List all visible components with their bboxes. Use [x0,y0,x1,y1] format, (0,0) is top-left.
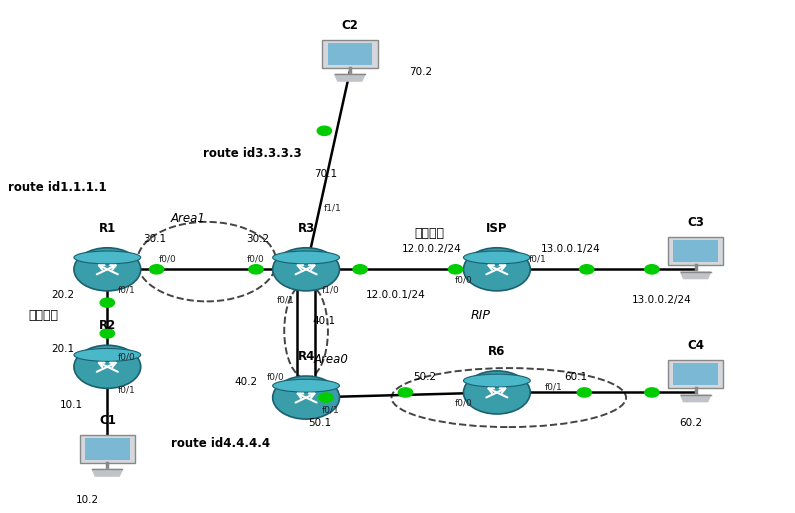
Text: Area1: Area1 [171,211,206,225]
Text: 40.2: 40.2 [235,377,258,387]
Text: f0/1: f0/1 [118,385,135,394]
FancyBboxPatch shape [80,435,135,463]
FancyBboxPatch shape [668,360,723,388]
Text: Area0: Area0 [314,352,349,366]
Text: f1/0: f1/0 [322,285,339,294]
Text: 10.1: 10.1 [60,400,83,410]
FancyBboxPatch shape [322,40,378,68]
Text: f0/1: f0/1 [529,254,546,264]
Text: 20.2: 20.2 [52,290,75,300]
Text: route id1.1.1.1: route id1.1.1.1 [8,181,107,194]
Text: f0/1: f0/1 [545,383,562,392]
Circle shape [100,329,114,338]
Text: 静态路由: 静态路由 [29,309,59,322]
Text: 30.1: 30.1 [143,233,166,244]
Polygon shape [681,395,711,402]
Text: f0/0: f0/0 [266,372,284,382]
FancyBboxPatch shape [328,43,372,65]
Ellipse shape [74,267,141,279]
Ellipse shape [273,396,339,407]
Ellipse shape [74,365,141,377]
Ellipse shape [463,390,530,402]
Circle shape [74,248,141,291]
Circle shape [398,388,413,397]
Text: 12.0.0.1/24: 12.0.0.1/24 [366,290,425,300]
Polygon shape [92,469,122,476]
FancyBboxPatch shape [668,237,723,265]
Circle shape [353,265,367,274]
Ellipse shape [74,348,141,361]
Text: f0/1: f0/1 [118,285,135,294]
Text: C2: C2 [341,19,359,32]
Text: 13.0.0.2/24: 13.0.0.2/24 [632,295,692,305]
Polygon shape [335,74,365,81]
Text: 60.1: 60.1 [564,372,588,382]
Ellipse shape [273,251,339,264]
Polygon shape [681,272,711,279]
Text: f0/0: f0/0 [455,398,472,407]
Text: 10.2: 10.2 [76,495,99,505]
FancyBboxPatch shape [673,363,718,385]
Circle shape [580,265,594,274]
Circle shape [273,376,339,419]
Text: f0/0: f0/0 [455,275,472,284]
Text: R1: R1 [99,222,116,235]
Circle shape [273,248,339,291]
Text: C4: C4 [687,340,704,352]
FancyBboxPatch shape [673,240,718,262]
Circle shape [74,345,141,388]
Text: route id3.3.3.3: route id3.3.3.3 [203,147,301,161]
Text: route id4.4.4.4: route id4.4.4.4 [171,437,270,450]
Ellipse shape [74,251,141,264]
Circle shape [100,298,114,307]
Text: R2: R2 [99,320,116,332]
Text: R6: R6 [488,345,506,358]
Circle shape [249,265,263,274]
Circle shape [645,265,659,274]
Circle shape [577,388,591,397]
Text: f0/1: f0/1 [322,406,339,415]
Circle shape [319,393,333,402]
Text: 50.1: 50.1 [308,418,332,428]
Text: R3: R3 [297,222,315,235]
Ellipse shape [273,267,339,279]
Circle shape [645,388,659,397]
Text: f0/0: f0/0 [159,254,176,264]
Ellipse shape [463,374,530,387]
Text: 30.2: 30.2 [246,233,270,244]
Text: C3: C3 [687,216,704,229]
Text: 40.1: 40.1 [312,315,335,326]
Text: ISP: ISP [486,222,508,235]
Text: 70.2: 70.2 [409,67,432,77]
Ellipse shape [463,267,530,279]
Text: f0/0: f0/0 [118,352,135,361]
Circle shape [317,126,332,135]
Text: f0/1: f0/1 [277,295,294,305]
Text: 12.0.0.2/24: 12.0.0.2/24 [401,244,461,254]
Circle shape [463,371,530,414]
Ellipse shape [463,251,530,264]
Text: R4: R4 [297,350,315,363]
Text: 默认路由: 默认路由 [414,227,444,240]
Text: RIP: RIP [471,309,491,322]
Circle shape [448,265,463,274]
Circle shape [463,248,530,291]
Text: 70.1: 70.1 [314,169,337,180]
Text: 13.0.0.1/24: 13.0.0.1/24 [541,244,600,254]
Text: f1/1: f1/1 [324,203,341,212]
Circle shape [149,265,164,274]
Text: C1: C1 [99,414,116,427]
Ellipse shape [273,379,339,392]
Text: 20.1: 20.1 [52,344,75,354]
FancyBboxPatch shape [85,438,130,460]
Text: f0/0: f0/0 [246,254,264,264]
Text: 60.2: 60.2 [680,418,703,428]
Text: 50.2: 50.2 [413,372,436,382]
